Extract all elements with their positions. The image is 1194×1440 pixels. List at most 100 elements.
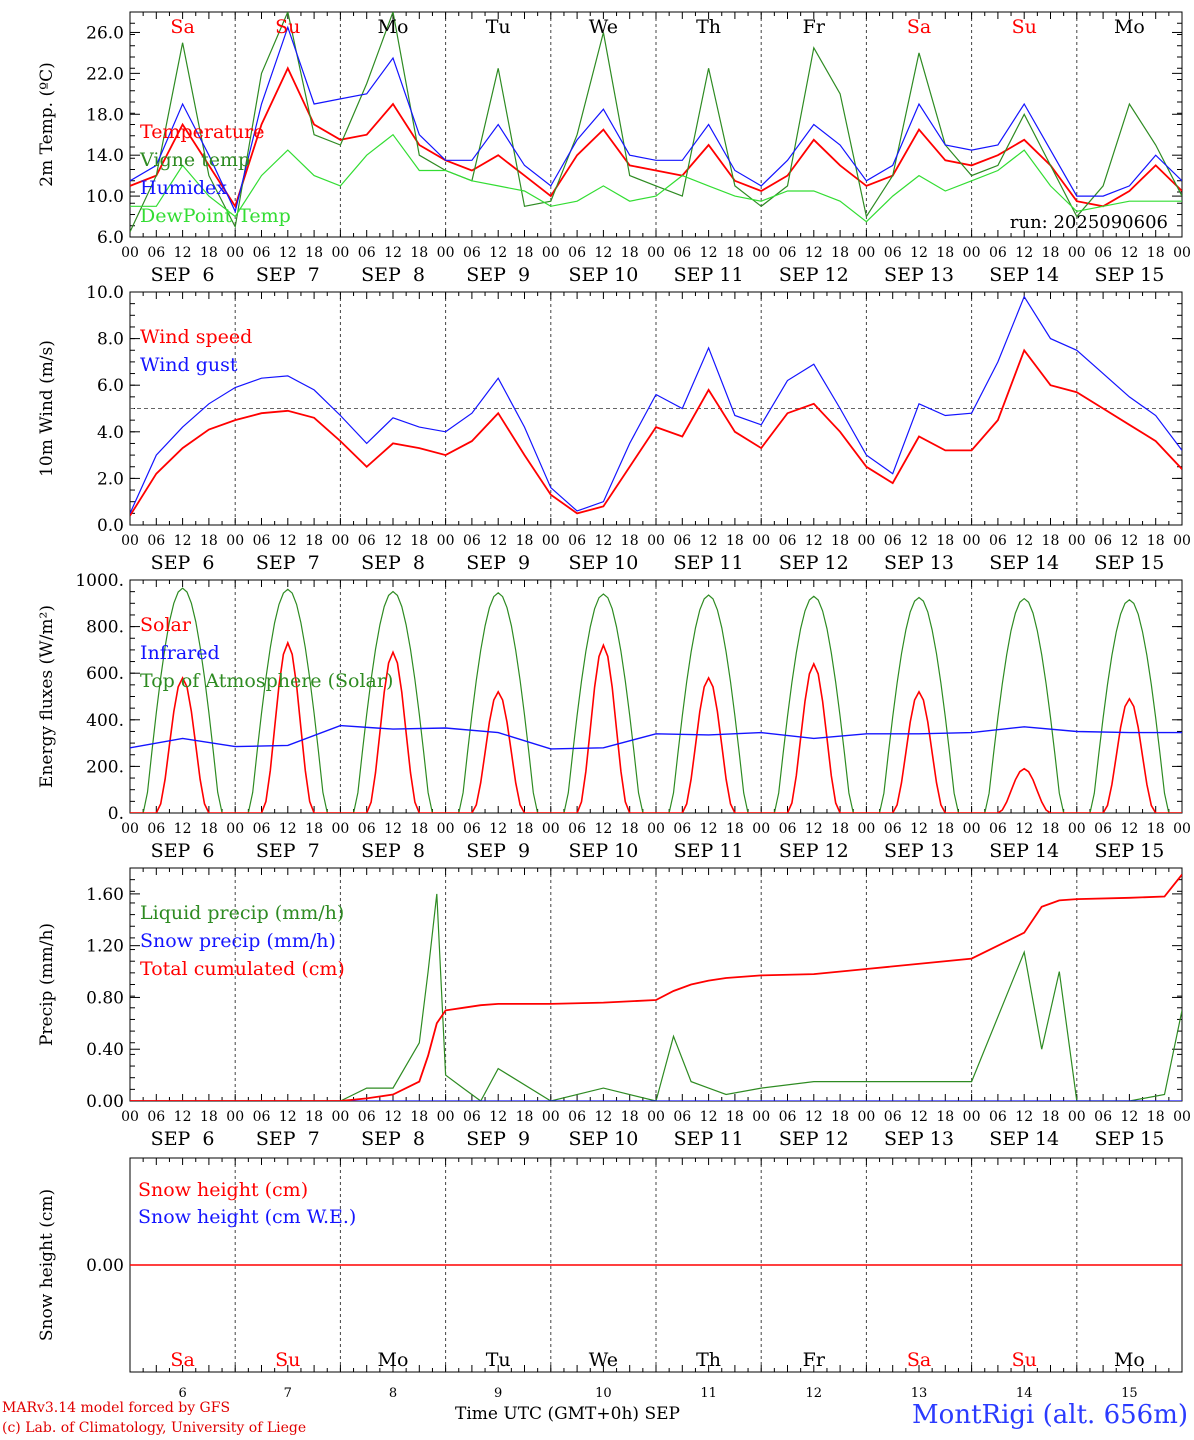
hour-tick-label: 18 xyxy=(305,245,323,261)
hour-tick-label: 00 xyxy=(542,245,560,261)
date-label: SEP 14 xyxy=(989,264,1059,286)
hour-tick-label: 18 xyxy=(936,533,954,549)
y-tick-label: 0. xyxy=(108,804,124,824)
weekday-label-top: Tu xyxy=(486,16,511,38)
hour-tick-label: 06 xyxy=(568,533,586,549)
hour-tick-label: 12 xyxy=(174,1109,192,1125)
series-1 xyxy=(130,66,1182,209)
hour-tick-label: 00 xyxy=(963,533,981,549)
hour-tick-label: 12 xyxy=(700,1109,718,1125)
date-label: SEP 6 xyxy=(151,552,215,574)
hour-tick-label: 18 xyxy=(726,533,744,549)
legend-entry: Wind speed xyxy=(140,326,252,348)
hour-tick-label: 18 xyxy=(410,1109,428,1125)
hour-tick-label: 00 xyxy=(121,821,139,837)
hour-tick-label: 00 xyxy=(1068,821,1086,837)
lab-credit: (c) Lab. of Climatology, University of L… xyxy=(2,1420,307,1436)
date-label: SEP 10 xyxy=(568,1128,638,1150)
date-label: SEP 6 xyxy=(151,264,215,286)
hour-tick-label: 12 xyxy=(489,821,507,837)
date-label: SEP 8 xyxy=(361,264,425,286)
hour-tick-label: 18 xyxy=(1147,821,1165,837)
hour-tick-label: 12 xyxy=(594,533,612,549)
run-label: run: 2025090606 xyxy=(1010,212,1168,233)
y-axis-label: 10m Wind (m/s) xyxy=(37,340,57,477)
date-label: SEP 6 xyxy=(151,840,215,862)
date-label: SEP 9 xyxy=(466,840,530,862)
day-number-label: 10 xyxy=(595,1386,612,1401)
hour-tick-label: 06 xyxy=(147,1109,165,1125)
hour-tick-label: 06 xyxy=(884,1109,902,1125)
hour-tick-label: 12 xyxy=(384,1109,402,1125)
hour-tick-label: 00 xyxy=(226,1109,244,1125)
hour-tick-label: 18 xyxy=(1042,1109,1060,1125)
hour-tick-label: 18 xyxy=(621,821,639,837)
y-tick-label: 6.0 xyxy=(97,376,124,396)
hour-tick-label: 06 xyxy=(147,533,165,549)
series-3 xyxy=(130,873,1182,1101)
y-tick-label: 26.0 xyxy=(86,23,124,43)
weekday-label-top: We xyxy=(589,16,618,38)
hour-tick-label: 00 xyxy=(331,1109,349,1125)
hour-tick-label: 00 xyxy=(226,245,244,261)
hour-tick-label: 12 xyxy=(1015,533,1033,549)
hour-tick-label: 18 xyxy=(1147,533,1165,549)
hour-tick-label: 06 xyxy=(253,533,271,549)
plot-area xyxy=(130,12,1182,233)
hour-tick-label: 00 xyxy=(647,245,665,261)
hour-tick-label: 06 xyxy=(358,1109,376,1125)
hour-tick-label: 12 xyxy=(384,245,402,261)
date-label: SEP 14 xyxy=(989,552,1059,574)
hour-tick-label: 00 xyxy=(437,245,455,261)
hour-tick-label: 18 xyxy=(305,821,323,837)
hour-tick-label: 18 xyxy=(726,1109,744,1125)
series-infrared xyxy=(130,724,1182,750)
hour-tick-label: 12 xyxy=(1015,245,1033,261)
legend-entry: Total cumulated (cm) xyxy=(140,958,345,980)
y-tick-label: 1000. xyxy=(75,571,124,591)
hour-tick-label: 06 xyxy=(253,1109,271,1125)
hour-tick-label: 12 xyxy=(805,1109,823,1125)
hour-tick-label: 18 xyxy=(200,533,218,549)
hour-tick-label: 00 xyxy=(857,1109,875,1125)
weekday-label-top: Sa xyxy=(907,16,931,38)
series-toa-solar xyxy=(130,587,1182,813)
hour-tick-label: 18 xyxy=(621,245,639,261)
date-label: SEP 11 xyxy=(674,840,744,862)
date-label: SEP 14 xyxy=(989,840,1059,862)
hour-tick-label: 00 xyxy=(1173,1109,1191,1125)
date-label: SEP 10 xyxy=(568,264,638,286)
hour-tick-label: 06 xyxy=(147,821,165,837)
day-number-label: 11 xyxy=(700,1386,717,1401)
hour-tick-label: 18 xyxy=(516,245,534,261)
y-tick-label: 8.0 xyxy=(97,330,124,350)
hour-tick-label: 00 xyxy=(226,821,244,837)
hour-tick-label: 18 xyxy=(410,245,428,261)
date-label: SEP 9 xyxy=(466,552,530,574)
hour-tick-label: 00 xyxy=(1173,533,1191,549)
legend-entry: Snow precip (mm/h) xyxy=(140,930,336,952)
day-number-label: 6 xyxy=(178,1386,186,1401)
hour-tick-label: 12 xyxy=(489,533,507,549)
hour-tick-label: 00 xyxy=(331,245,349,261)
hour-tick-label: 18 xyxy=(516,533,534,549)
hour-tick-label: 12 xyxy=(174,245,192,261)
hour-tick-label: 12 xyxy=(1120,533,1138,549)
hour-tick-label: 18 xyxy=(1042,821,1060,837)
hour-tick-label: 18 xyxy=(305,1109,323,1125)
day-number-label: 15 xyxy=(1121,1386,1138,1401)
hour-tick-label: 12 xyxy=(279,533,297,549)
date-label: SEP 13 xyxy=(884,840,954,862)
hour-tick-label: 06 xyxy=(989,533,1007,549)
date-label: SEP 15 xyxy=(1094,552,1164,574)
date-label: SEP 7 xyxy=(256,840,320,862)
legend-entry: Infrared xyxy=(140,642,220,664)
hour-tick-label: 12 xyxy=(384,821,402,837)
weekday-label-top: Mo xyxy=(378,16,409,38)
hour-tick-label: 12 xyxy=(805,533,823,549)
hour-tick-label: 06 xyxy=(463,533,481,549)
weekday-label-bottom: We xyxy=(589,1349,618,1371)
y-tick-label: 1.60 xyxy=(86,885,124,905)
hour-tick-label: 06 xyxy=(463,245,481,261)
hour-tick-label: 18 xyxy=(410,533,428,549)
